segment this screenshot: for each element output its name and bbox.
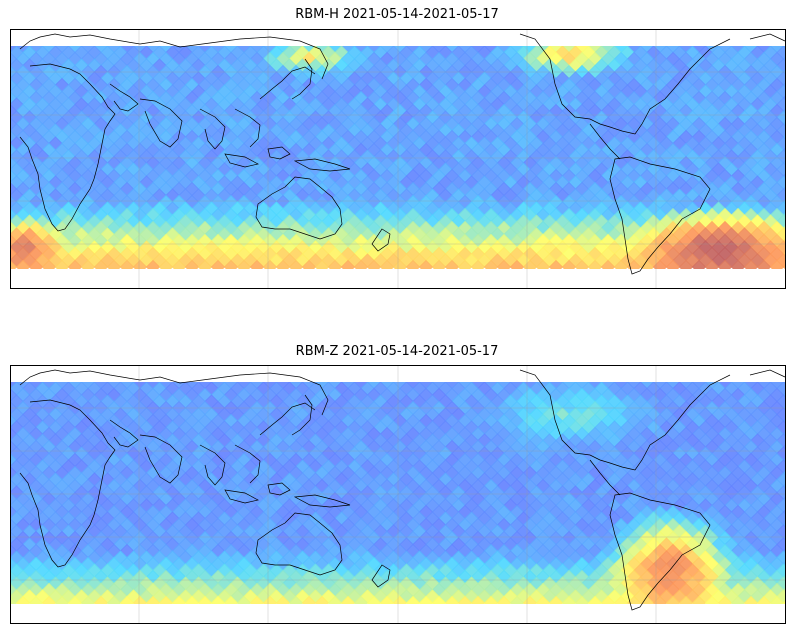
coastlines xyxy=(19,33,786,275)
gridlines xyxy=(10,29,786,289)
map-title-top: RBM-H 2021-05-14-2021-05-17 xyxy=(295,7,499,22)
map-panel-rbm-h xyxy=(10,29,786,289)
gridlines xyxy=(10,365,786,624)
map-panel-rbm-z xyxy=(10,365,786,624)
heat-cells xyxy=(10,38,786,275)
map-frame xyxy=(10,365,786,624)
coastlines xyxy=(19,369,786,611)
map-frame xyxy=(10,29,786,289)
map-title-bottom: RBM-Z 2021-05-14-2021-05-17 xyxy=(295,344,499,359)
